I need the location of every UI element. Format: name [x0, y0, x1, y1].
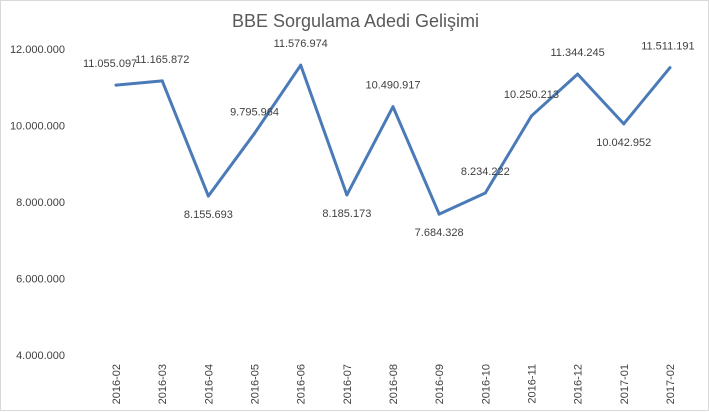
- x-tick-label: 2017-01: [619, 364, 631, 404]
- data-point: [345, 193, 349, 197]
- data-point: [668, 66, 672, 70]
- data-label: 11.576.974: [274, 38, 328, 50]
- x-tick-label: 2016-02: [111, 364, 123, 404]
- y-tick-label: 12.000.000: [10, 44, 65, 56]
- data-label: 11.055.097: [83, 58, 137, 70]
- x-tick-label: 2016-11: [526, 364, 538, 404]
- y-axis: 4.000.000 6.000.000 8.000.000 10.000.000 12.…: [10, 44, 65, 362]
- data-point: [437, 212, 441, 216]
- x-tick-label: 2016-08: [388, 364, 400, 404]
- x-tick-label: 2016-07: [342, 364, 354, 404]
- x-axis: 2016-02 2016-03 2016-04 2016-05 2016-06 2016-…: [111, 364, 677, 404]
- data-label: 11.165.872: [135, 54, 189, 66]
- y-tick-label: 4.000.000: [16, 350, 65, 362]
- data-label: 10.042.952: [596, 137, 651, 149]
- y-tick-label: 8.000.000: [16, 197, 65, 209]
- data-point: [253, 131, 257, 135]
- y-tick-label: 6.000.000: [16, 274, 65, 286]
- x-tick-label: 2017-02: [665, 364, 677, 404]
- data-label: 8.185.173: [322, 208, 371, 220]
- data-label: 10.250.213: [504, 89, 559, 101]
- data-point: [529, 114, 533, 118]
- y-tick-label: 10.000.000: [10, 121, 65, 133]
- data-point: [160, 79, 164, 83]
- data-point: [206, 194, 210, 198]
- x-tick-label: 2016-03: [157, 364, 169, 404]
- data-point: [391, 105, 395, 109]
- chart-title: BBE Sorgulama Adedi Gelişimi: [231, 11, 480, 31]
- data-point: [483, 191, 487, 195]
- data-point: [299, 63, 303, 67]
- x-tick-label: 2016-10: [480, 364, 492, 404]
- data-point: [576, 72, 580, 76]
- data-label: 8.155.693: [184, 209, 233, 221]
- x-tick-label: 2016-06: [296, 364, 308, 404]
- data-label: 9.795.964: [230, 106, 279, 118]
- data-label: 10.490.917: [365, 80, 420, 92]
- series-group: [114, 63, 672, 216]
- x-tick-label: 2016-09: [434, 364, 446, 404]
- x-tick-label: 2016-04: [203, 364, 215, 404]
- data-label: 11.344.245: [550, 47, 604, 59]
- data-point: [622, 122, 626, 126]
- x-tick-label: 2016-12: [573, 364, 585, 404]
- data-label: 7.684.328: [415, 227, 464, 239]
- data-point: [114, 83, 118, 87]
- data-label: 11.511.191: [641, 41, 694, 53]
- x-tick-label: 2016-05: [250, 364, 262, 404]
- data-label: 8.234.222: [461, 166, 510, 178]
